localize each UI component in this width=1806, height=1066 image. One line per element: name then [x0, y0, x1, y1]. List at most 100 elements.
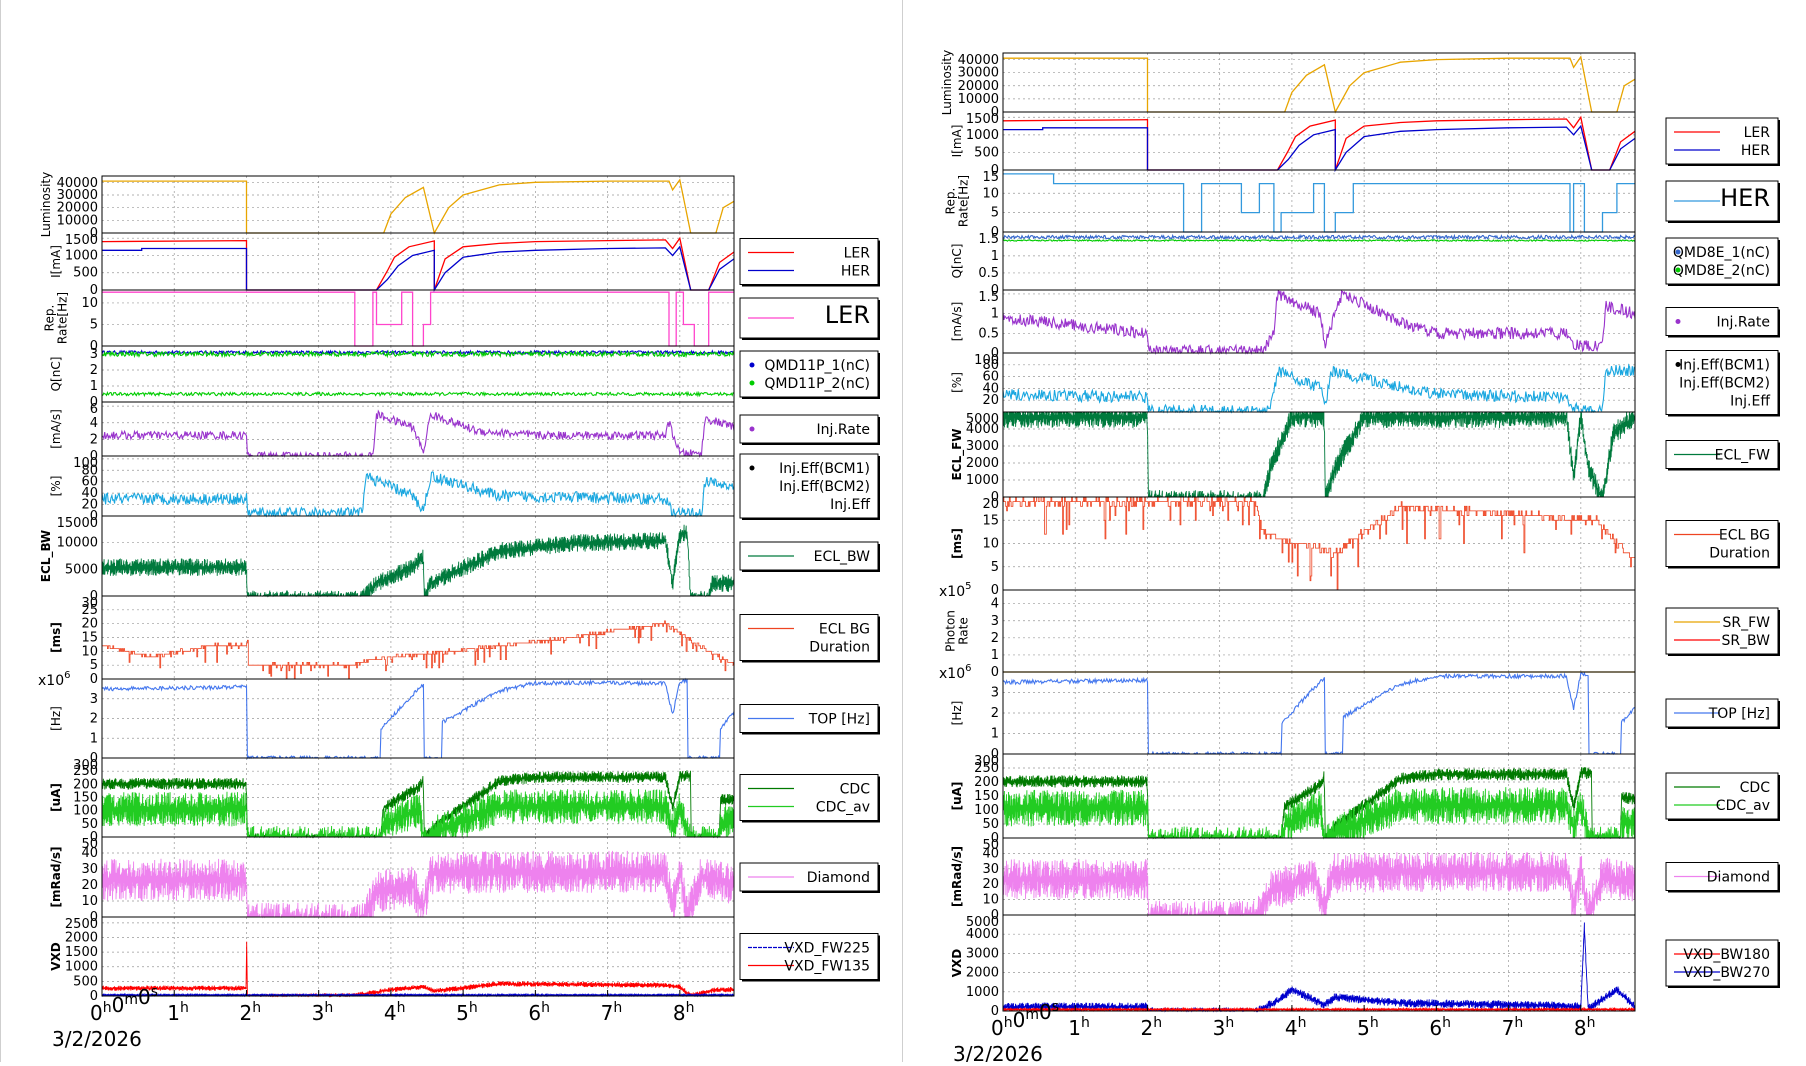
- y-tick-label: 20: [81, 617, 98, 632]
- x-tick-unit: h: [1004, 1015, 1013, 1031]
- y-axis-label: VXD: [49, 942, 63, 971]
- panel-frame: [101, 401, 735, 457]
- y-tick-label: 250: [73, 764, 98, 779]
- y-tick-label: 250: [974, 761, 999, 776]
- series-inj-eff: [101, 471, 735, 518]
- legend-top: TOP [Hz]: [739, 704, 880, 735]
- x-tick-label: 4h: [384, 1000, 406, 1025]
- legend-eclfw: ECL_FW: [1665, 440, 1780, 471]
- legend-marker: [749, 380, 755, 386]
- x-tick-unit: s: [1052, 999, 1059, 1015]
- y-tick-label: 10: [81, 894, 98, 909]
- y-tick-label: 30: [81, 862, 98, 877]
- y-tick-label: 4000: [966, 927, 999, 942]
- y-tick-label: 0: [991, 665, 999, 680]
- legend-vxd: VXD_BW180 VXD_BW270: [1665, 939, 1780, 988]
- y-tick-label: 40: [81, 846, 98, 861]
- y-tick-label: 0: [90, 509, 98, 524]
- x-tick-unit: h: [1153, 1015, 1162, 1031]
- y-axis-label: [ms]: [950, 528, 964, 559]
- y-tick-label: 0: [991, 583, 999, 598]
- y-tick-label: 20000: [958, 79, 999, 94]
- y-tick-label: 0: [991, 831, 999, 846]
- y-multiplier-exp: 6: [965, 663, 971, 674]
- y-tick-label: 2000: [966, 456, 999, 471]
- x-tick-label: 1h: [1068, 1015, 1090, 1040]
- y-tick-label: 3000: [966, 946, 999, 961]
- legend-top: TOP [Hz]: [1665, 698, 1780, 729]
- legend-box: [739, 238, 879, 285]
- y-tick-label: 1: [991, 648, 999, 663]
- y-tick-label: 0: [90, 226, 98, 241]
- legend-label: Inj.Eff(BCM1): [1679, 358, 1770, 374]
- y-tick-label: 10: [982, 186, 999, 201]
- y-axis-label: Photon: [944, 610, 958, 652]
- legend-cdc: CDC CDC_av: [739, 774, 880, 823]
- y-tick-label: 40000: [958, 53, 999, 68]
- y-axis-label: [ms]: [49, 622, 63, 653]
- x-tick-num: 4: [384, 1001, 397, 1025]
- legend-label: VXD_BW180: [1683, 947, 1770, 963]
- x-tick-num: 7: [1502, 1016, 1515, 1040]
- x-tick-label: 2h: [239, 1000, 261, 1025]
- x-tick-unit: h: [1225, 1015, 1234, 1031]
- x-tick-num: 6: [1429, 1016, 1442, 1040]
- legend-label: Inj.Eff(BCM1): [779, 461, 870, 477]
- x-tick-unit: h: [1587, 1015, 1596, 1031]
- series-ler: [101, 236, 735, 291]
- y-tick-label: 0: [991, 225, 999, 240]
- y-tick-label: 300: [974, 754, 999, 769]
- x-tick-num: 0: [1013, 1008, 1026, 1032]
- y-tick-label: 3000: [966, 439, 999, 454]
- y-tick-label: 100: [73, 456, 98, 471]
- y-tick-label: 30000: [958, 66, 999, 81]
- y-tick-label: 5: [90, 658, 98, 673]
- y-tick-label: 10: [81, 296, 98, 311]
- series-her: [102, 245, 735, 293]
- legend-marker: [749, 426, 755, 432]
- x-tick-num: 3: [312, 1001, 325, 1025]
- legend-diamond: Diamond: [1665, 862, 1780, 893]
- y-tick-label: 2: [90, 363, 98, 378]
- legend-label: CDC_av: [816, 800, 870, 816]
- panel-rep: 10 5 0 Rep. Rate[Hz] LER: [43, 289, 880, 354]
- y-multiplier: x106: [939, 663, 971, 682]
- y-tick-label: 10000: [958, 92, 999, 107]
- legend-injrate: Inj.Rate: [739, 414, 880, 445]
- x-tick-label: 3h: [312, 1000, 334, 1025]
- legend-label: Inj.Eff(BCM2): [1679, 376, 1770, 392]
- y-tick-label: 1500: [966, 112, 999, 127]
- x-tick-unit: h: [1442, 1015, 1451, 1031]
- y-tick-label: 150: [974, 789, 999, 804]
- y-tick-label: 5000: [966, 412, 999, 427]
- x-tick-num: 7: [601, 1001, 614, 1025]
- panel-top: 3 2 1 0 [Hz] x106 TOP [Hz]: [38, 670, 880, 766]
- series-luminosity: [1003, 55, 1636, 114]
- x-tick-unit: h: [1370, 1015, 1379, 1031]
- x-tick-num: 4: [1285, 1016, 1298, 1040]
- x-tick-unit: m: [1025, 1007, 1039, 1023]
- y-tick-label: 20: [81, 878, 98, 893]
- legend-label: Inj.Rate: [1717, 315, 1770, 331]
- legend-label: SR_BW: [1721, 633, 1770, 649]
- y-tick-label: 5: [90, 317, 98, 332]
- y-tick-label: 1000: [966, 473, 999, 488]
- x-tick-unit: h: [686, 1000, 695, 1016]
- y-tick-label: 3: [991, 614, 999, 629]
- chart-column-right: 400003000020000100000Luminosity150010005…: [939, 50, 1780, 1066]
- y-tick-label: 10: [81, 644, 98, 659]
- x-tick-label: 5h: [456, 1000, 478, 1025]
- y-tick-label: 50: [81, 817, 98, 832]
- x-tick-num: 0: [138, 985, 151, 1009]
- y-multiplier-exp: 6: [64, 670, 70, 681]
